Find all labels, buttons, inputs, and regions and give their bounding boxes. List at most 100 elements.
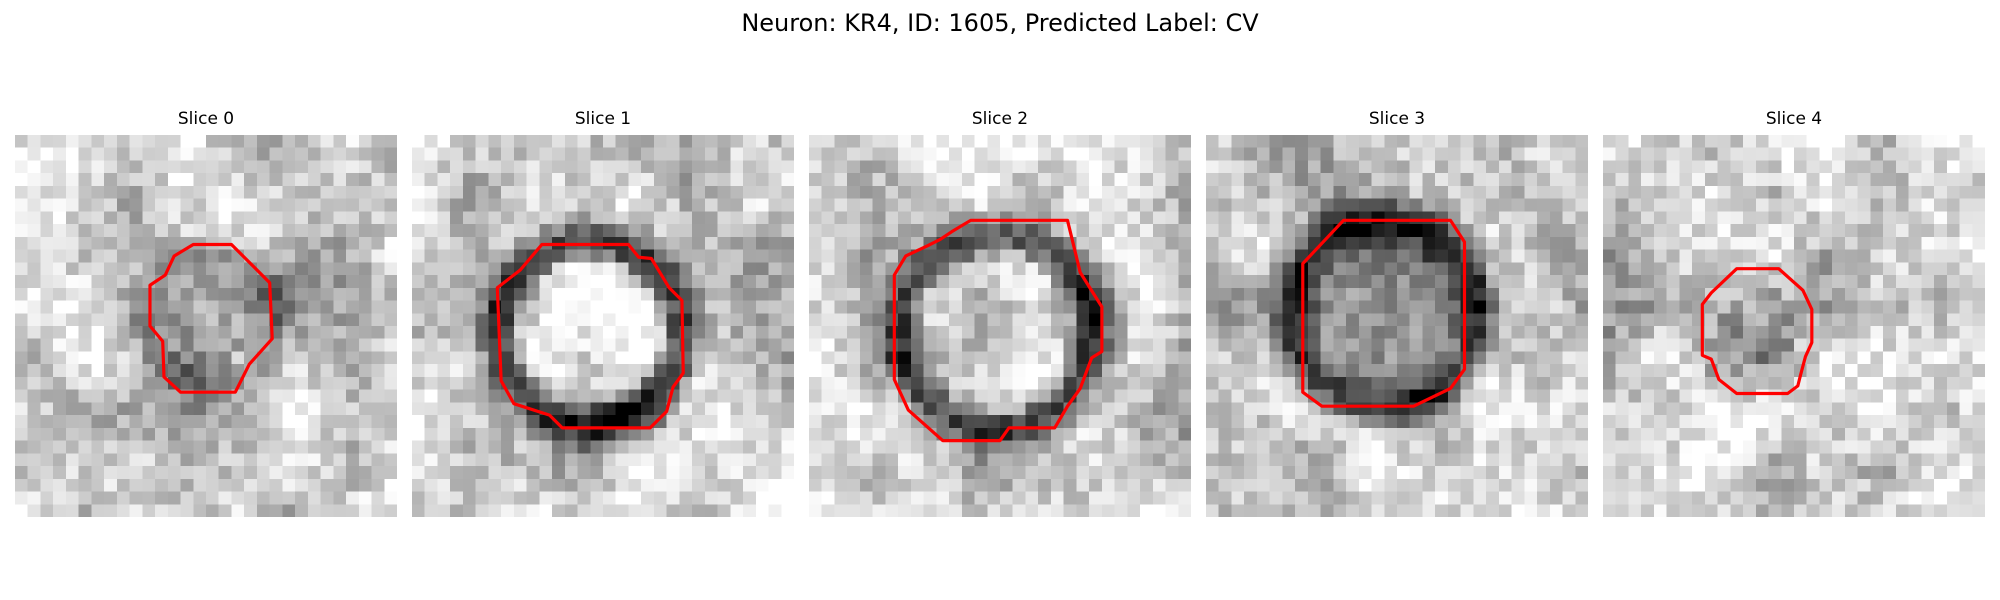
pixel xyxy=(1358,224,1372,238)
pixel xyxy=(859,313,873,327)
pixel xyxy=(167,376,181,390)
pixel xyxy=(269,440,283,454)
pixel xyxy=(974,376,988,390)
pixel xyxy=(628,427,642,441)
pixel xyxy=(1806,478,1820,492)
pixel xyxy=(1717,491,1731,505)
pixel xyxy=(256,249,270,263)
pixel xyxy=(1231,478,1245,492)
pixel xyxy=(936,249,950,263)
pixel xyxy=(384,249,397,263)
pixel xyxy=(384,364,397,378)
pixel xyxy=(1152,147,1166,161)
slice-image-4 xyxy=(1603,135,1985,517)
pixel xyxy=(333,275,347,289)
pixel xyxy=(717,249,731,263)
pixel xyxy=(1794,504,1807,517)
pixel xyxy=(167,466,181,480)
pixel xyxy=(1025,224,1039,238)
pixel xyxy=(834,147,848,161)
pixel xyxy=(961,326,975,339)
pixel xyxy=(1692,504,1706,517)
pixel xyxy=(295,135,309,148)
pixel xyxy=(1704,440,1718,454)
pixel xyxy=(577,504,591,517)
pixel xyxy=(1908,466,1922,480)
pixel xyxy=(1921,504,1935,517)
pixel xyxy=(513,198,527,212)
pixel xyxy=(1819,440,1833,454)
pixel xyxy=(1140,389,1154,403)
pixel xyxy=(27,440,41,454)
pixel xyxy=(1473,478,1487,492)
pixel xyxy=(1152,249,1166,263)
pixel xyxy=(437,427,451,441)
pixel xyxy=(40,173,54,187)
pixel xyxy=(1959,160,1973,174)
pixel xyxy=(1256,211,1270,225)
pixel xyxy=(898,453,912,467)
pixel xyxy=(1946,262,1960,276)
pixel xyxy=(295,338,309,352)
pixel xyxy=(653,453,667,467)
pixel xyxy=(1806,224,1820,238)
pixel xyxy=(1549,185,1563,199)
pixel xyxy=(1781,326,1795,339)
pixel xyxy=(717,160,731,174)
pixel xyxy=(40,338,54,352)
pixel xyxy=(974,415,988,429)
pixel xyxy=(1832,491,1846,505)
pixel xyxy=(1562,466,1576,480)
pixel xyxy=(1256,389,1270,403)
pixel xyxy=(653,338,667,352)
pixel xyxy=(1333,236,1347,250)
pixel xyxy=(488,491,502,505)
pixel xyxy=(15,453,28,467)
pixel xyxy=(1972,440,1985,454)
pixel xyxy=(1819,185,1833,199)
pixel xyxy=(462,466,476,480)
pixel xyxy=(1333,415,1347,429)
pixel xyxy=(218,160,232,174)
pixel xyxy=(231,415,245,429)
pixel xyxy=(910,466,924,480)
pixel xyxy=(704,491,718,505)
pixel xyxy=(1575,427,1588,441)
pixel xyxy=(1857,453,1871,467)
pixel xyxy=(526,236,540,250)
pixel xyxy=(1486,300,1500,314)
pixel xyxy=(821,160,835,174)
pixel xyxy=(1486,402,1500,416)
pixel xyxy=(961,440,975,454)
pixel xyxy=(1628,262,1642,276)
pixel xyxy=(104,351,118,365)
pixel xyxy=(679,440,693,454)
pixel xyxy=(949,300,963,314)
pixel xyxy=(936,313,950,327)
pixel xyxy=(78,211,92,225)
pixel xyxy=(1435,453,1449,467)
pixel xyxy=(1269,211,1283,225)
pixel xyxy=(129,491,143,505)
pixel xyxy=(1282,224,1296,238)
pixel xyxy=(526,160,540,174)
pixel xyxy=(450,376,464,390)
pixel xyxy=(1844,147,1858,161)
pixel xyxy=(1768,504,1782,517)
pixel xyxy=(1333,478,1347,492)
pixel xyxy=(1934,135,1948,148)
pixel xyxy=(1063,364,1077,378)
pixel xyxy=(1000,326,1013,339)
pixel xyxy=(437,173,451,187)
pixel xyxy=(834,173,848,187)
pixel xyxy=(1231,440,1245,454)
pixel xyxy=(450,478,464,492)
pixel xyxy=(1806,402,1820,416)
pixel xyxy=(1244,185,1258,199)
pixel xyxy=(1959,376,1973,390)
pixel xyxy=(1460,313,1474,327)
pixel xyxy=(1857,198,1871,212)
pixel xyxy=(885,198,899,212)
pixel xyxy=(628,440,642,454)
pixel xyxy=(1114,491,1128,505)
